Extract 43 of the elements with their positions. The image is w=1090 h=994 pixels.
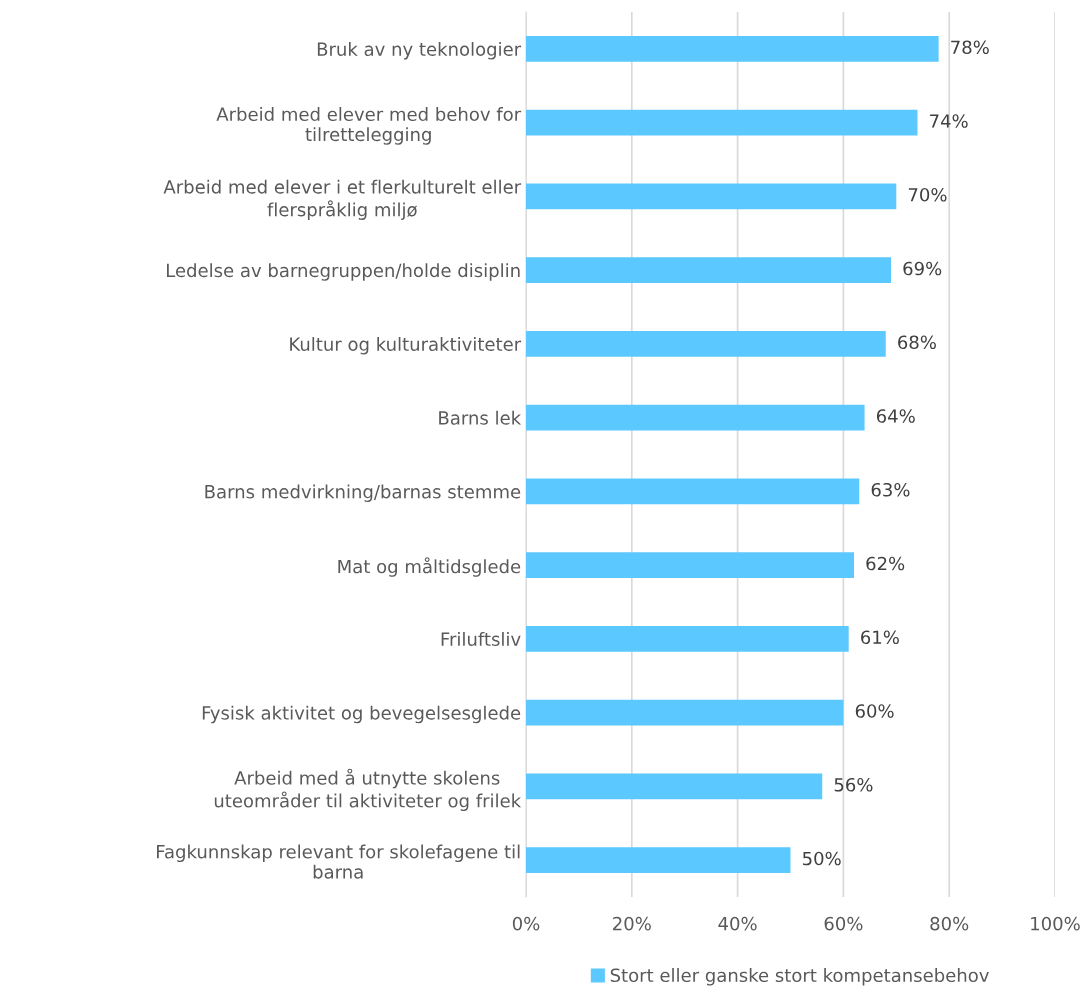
data-label: 62% [866,556,905,571]
bar [526,183,897,210]
bar [526,699,844,726]
y-tick-label: Arbeid med elever med behov for tilrettelegging [216,107,522,145]
y-tick-label: Barns lek [439,410,522,425]
bar [526,257,892,284]
y-tick-label: Fagkunnskap relevant for skolefagene til barna [157,844,520,879]
data-label: 64% [876,409,915,423]
y-tick-label: Mat og måltidsglede [338,557,521,577]
y-tick-label: Ledelse av barnegruppen/holde disiplin [167,263,520,281]
y-tick-label: Bruk av ny teknologier [317,42,522,60]
y-tick-label: Kultur og kulturaktiviteter [290,337,522,355]
x-tick-label: 0% [512,916,540,931]
bar [526,330,886,357]
x-tick-label: 80% [930,916,969,931]
data-label: 68% [898,335,936,350]
bar [526,109,918,136]
bar [526,35,939,62]
x-tick-label: 20% [613,916,651,931]
x-tick-label: 100% [1031,916,1080,931]
data-label: 56% [834,777,873,792]
y-tick-label: Barns medvirkning/barnas stemme [205,484,521,502]
data-label: 69% [903,261,942,276]
y-tick-label: Arbeid med å utnytte skolens uteområder til aktiviteter og frilek [214,768,522,812]
legend-label: Stort eller ganske stort kompetansebehov [610,968,989,986]
x-tick-label: 60% [824,916,863,931]
data-label: 60% [855,704,894,718]
bar [526,478,860,505]
bar [526,552,854,579]
data-label: 63% [871,482,910,497]
bar [526,404,865,431]
y-tick-label: Fysisk aktivitet og bevegelsesglede [202,705,521,724]
data-label: 78% [951,40,989,55]
bar [526,625,849,652]
data-label: 70% [908,187,947,202]
data-label: 74% [930,114,968,128]
x-tick-label: 40% [718,916,757,931]
data-label: 50% [803,851,841,866]
bar [526,773,823,800]
bar [526,847,791,874]
data-label: 61% [861,630,899,645]
y-tick-label: Friluftsliv [441,632,521,646]
y-tick-label: Arbeid med elever i et flerkulturelt eller flerspråklig miljø [163,179,522,220]
